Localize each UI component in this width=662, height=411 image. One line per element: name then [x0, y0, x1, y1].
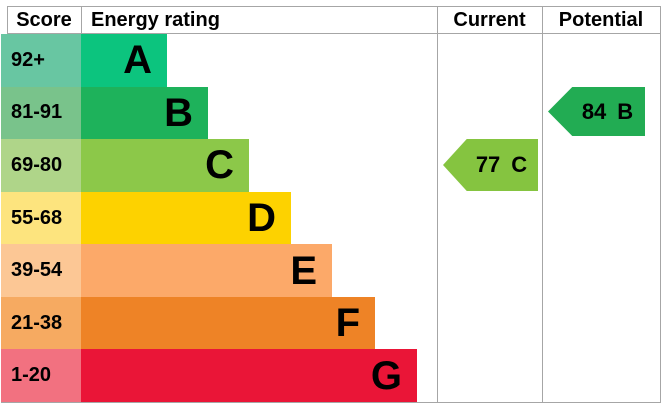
chart-top-border	[7, 6, 661, 7]
band-f-score-range: 21-38	[1, 296, 81, 350]
header-bottom-border	[7, 33, 661, 34]
band-a-score-range: 92+	[1, 34, 81, 87]
header-left-border	[7, 6, 8, 34]
band-row-e: 39-54 E	[1, 244, 661, 297]
band-e-bar: E	[81, 244, 332, 297]
band-g-bar: G	[81, 349, 417, 403]
score-column-separator	[81, 6, 82, 34]
potential-rating-score: 84	[581, 98, 607, 124]
band-a-bar: A	[81, 34, 167, 87]
current-rating-arrow: 77 C	[443, 139, 538, 191]
current-column-separator	[437, 6, 438, 403]
potential-column-separator	[542, 6, 543, 403]
potential-rating-arrow: 84 B	[548, 87, 645, 136]
potential-rating-band: B	[617, 98, 634, 124]
band-row-g: 1-20 G	[1, 349, 661, 403]
current-column-header: Current	[453, 8, 526, 31]
band-d-score-range: 55-68	[1, 191, 81, 245]
band-f-letter: F	[335, 301, 360, 346]
energy-rating-column-header: Energy rating	[91, 8, 220, 31]
band-e-score-range: 39-54	[1, 244, 81, 297]
band-a-letter: A	[123, 38, 152, 83]
band-c-bar: C	[81, 139, 249, 192]
band-row-b: 81-91 B	[1, 86, 661, 140]
band-c-score-range: 69-80	[1, 139, 81, 192]
chart-right-border	[660, 6, 661, 403]
chart-bottom-border	[1, 402, 661, 403]
band-row-c: 69-80 C	[1, 139, 661, 192]
band-f-bar: F	[81, 296, 375, 350]
band-row-f: 21-38 F	[1, 296, 661, 350]
band-d-letter: D	[247, 196, 276, 241]
band-b-letter: B	[164, 90, 193, 135]
band-d-bar: D	[81, 191, 291, 245]
band-row-a: 92+ A	[1, 34, 661, 87]
band-g-score-range: 1-20	[1, 349, 81, 403]
band-rows: 92+ A 81-91 B 69-80 C 55-68 D 39-54	[1, 34, 661, 403]
band-row-d: 55-68 D	[1, 191, 661, 245]
score-column-header: Score	[16, 8, 72, 31]
band-b-score-range: 81-91	[1, 86, 81, 140]
current-rating-band: C	[511, 152, 528, 177]
band-c-letter: C	[205, 143, 234, 188]
potential-column-header: Potential	[558, 8, 644, 31]
band-b-bar: B	[81, 86, 208, 140]
band-e-letter: E	[290, 248, 317, 293]
current-rating-score: 77	[475, 152, 501, 177]
band-g-letter: G	[370, 353, 402, 398]
